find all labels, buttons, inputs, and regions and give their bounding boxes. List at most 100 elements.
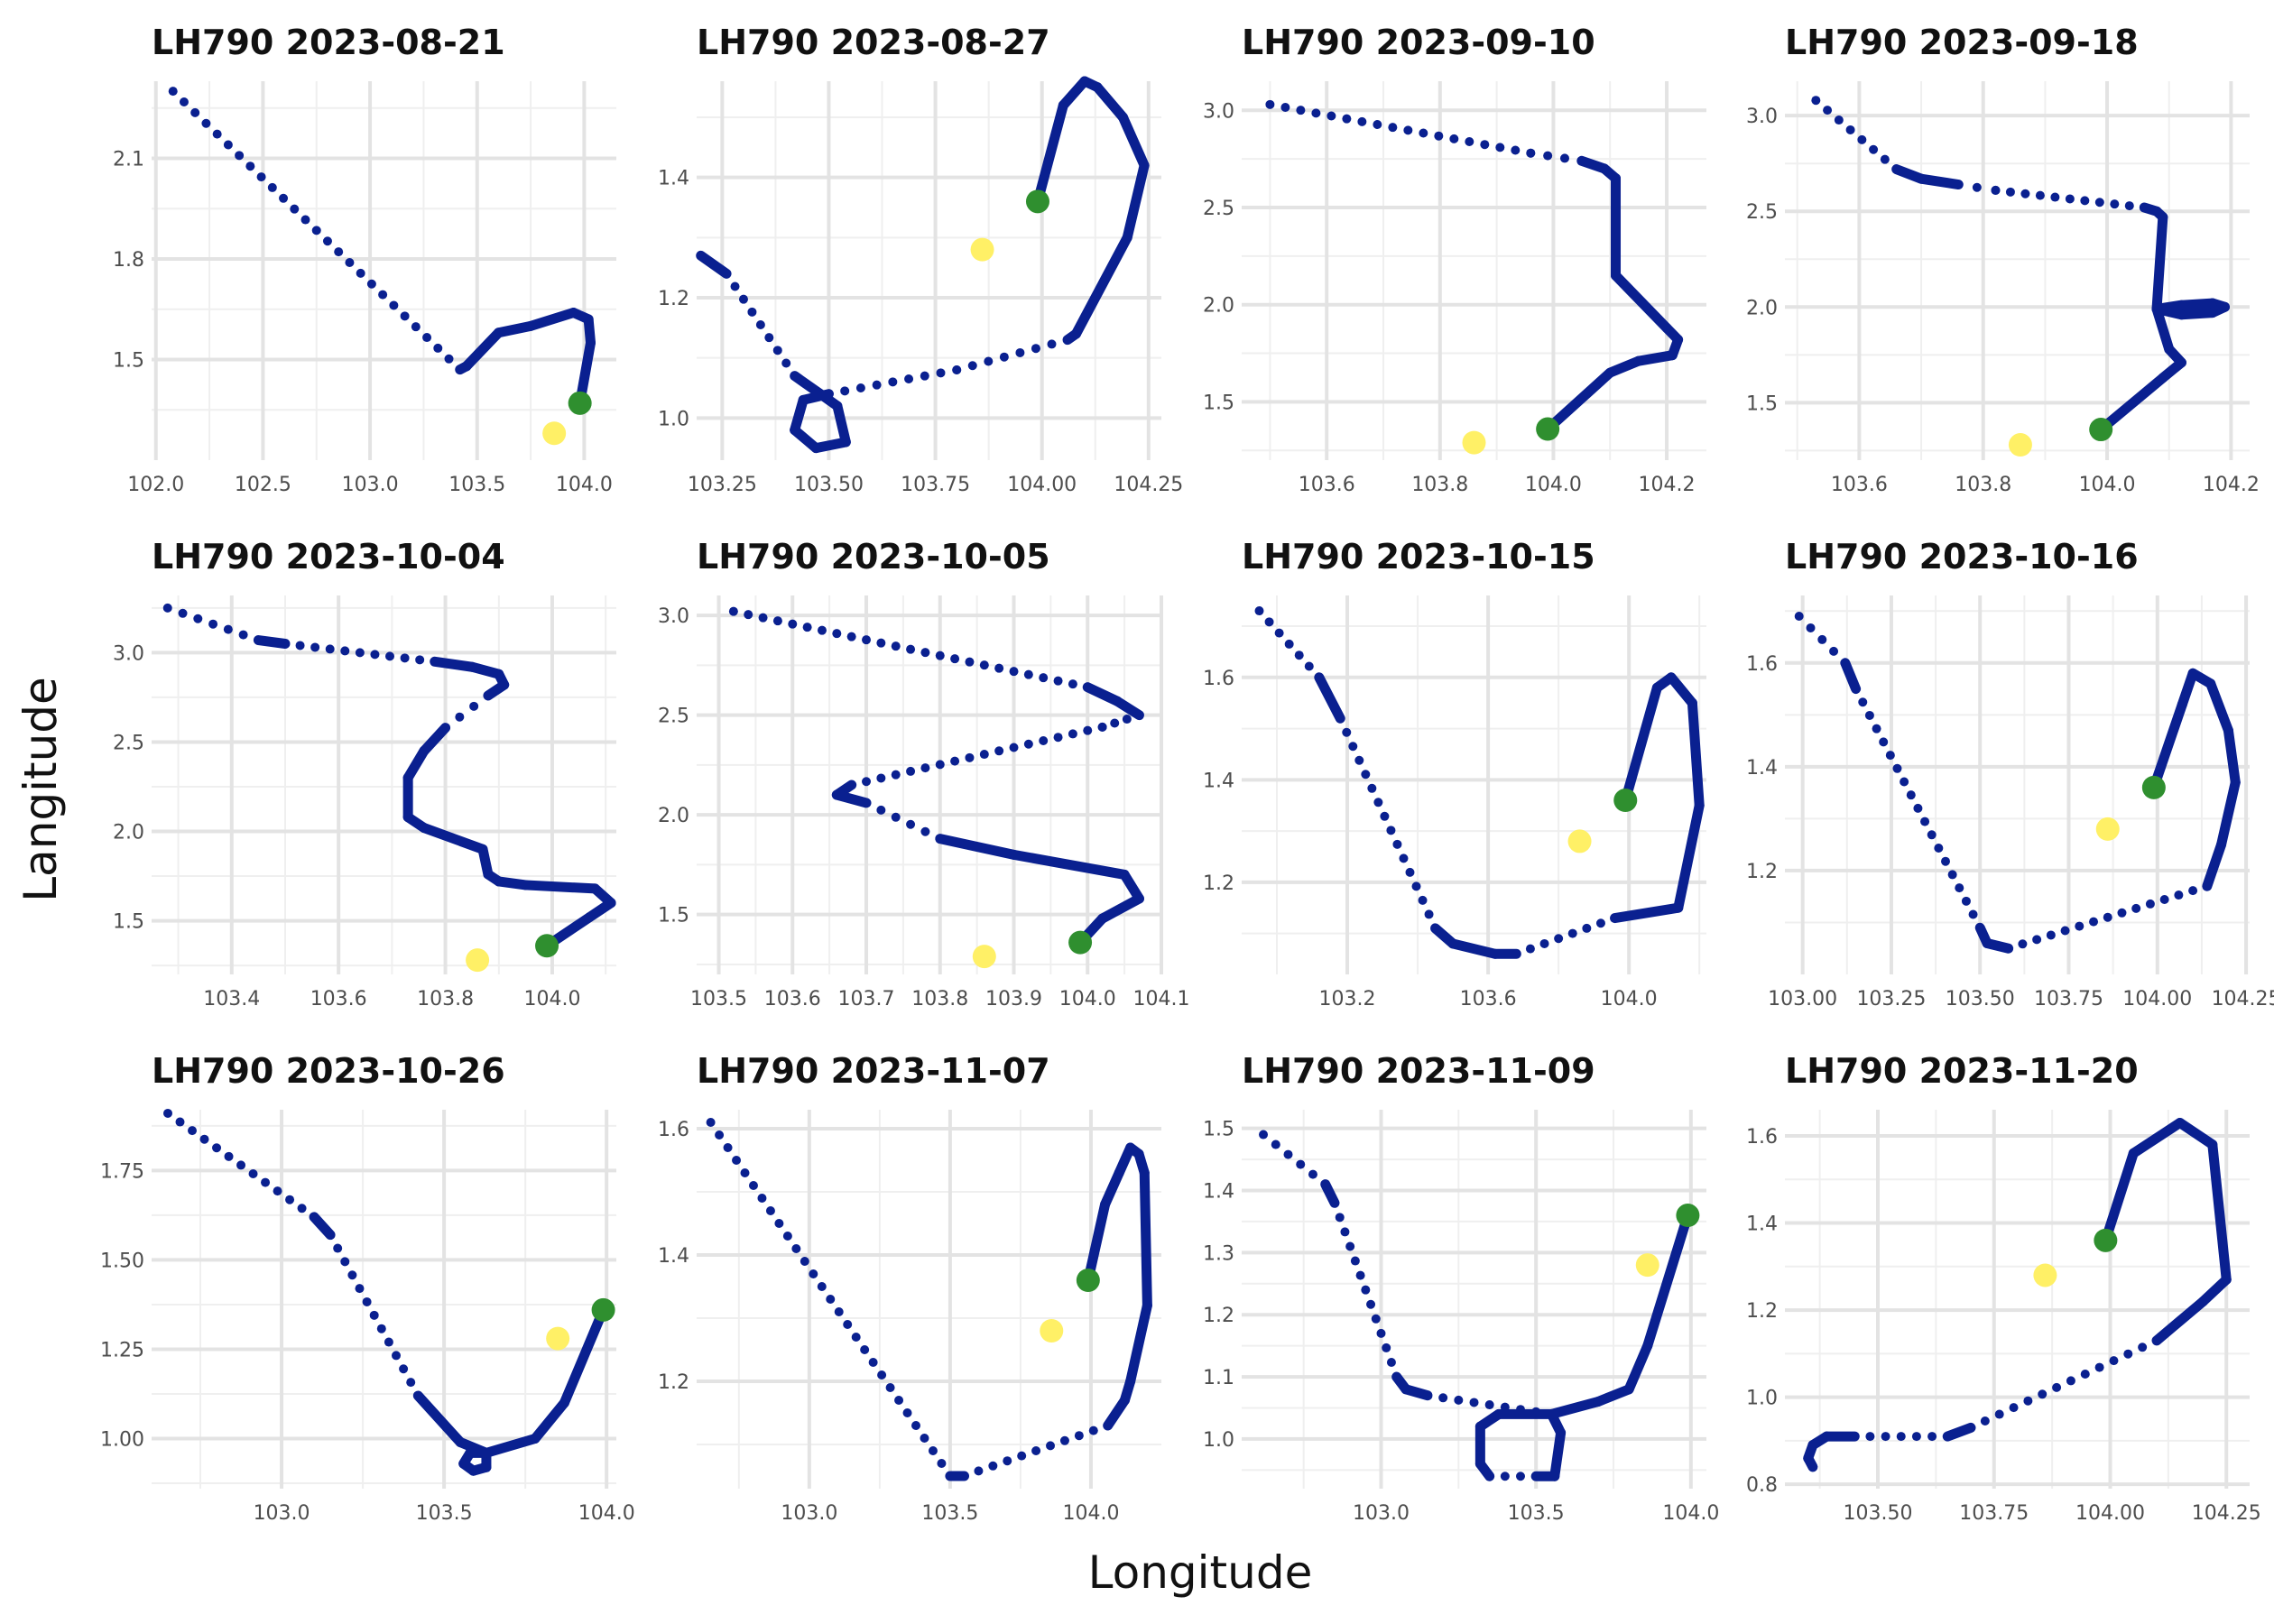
path-point xyxy=(1386,1358,1396,1367)
path-point xyxy=(1357,116,1367,126)
path-segment xyxy=(2198,1274,2232,1306)
path-segment xyxy=(1666,672,1697,708)
path-segment xyxy=(2207,1140,2232,1285)
path-point xyxy=(885,1383,895,1392)
path-segment xyxy=(2151,303,2175,355)
path-segment xyxy=(1097,893,1144,924)
path-point xyxy=(1500,1472,1510,1481)
path-point xyxy=(1885,751,1895,761)
path-point xyxy=(1134,710,1144,720)
path-segment xyxy=(1673,800,1705,913)
path-segment xyxy=(790,371,826,400)
path-point xyxy=(2065,194,2075,204)
start-point xyxy=(2089,418,2113,442)
path-point xyxy=(273,1186,282,1196)
path-point xyxy=(1582,923,1592,933)
path-point xyxy=(1031,1446,1041,1455)
path-point xyxy=(2075,921,2084,931)
path-point xyxy=(1811,96,1821,106)
path-point xyxy=(261,1177,271,1187)
path-point xyxy=(862,798,872,807)
path-segment xyxy=(2205,678,2233,736)
path-point xyxy=(1465,137,1474,147)
path-point xyxy=(199,1134,209,1144)
path-point xyxy=(300,215,310,225)
path-point xyxy=(399,1364,409,1374)
path-point xyxy=(1355,1270,1365,1280)
path-point xyxy=(483,690,493,700)
path-point xyxy=(345,257,355,267)
path-segment xyxy=(2151,1296,2208,1346)
path-point xyxy=(325,644,335,654)
y-tick-label: 1.25 xyxy=(100,1339,144,1361)
y-tick-label: 2.0 xyxy=(658,805,689,827)
path-point xyxy=(1031,344,1040,354)
path-point xyxy=(757,1194,767,1203)
path-point xyxy=(370,650,380,660)
x-tick-label: 103.8 xyxy=(911,988,968,1010)
path-point xyxy=(1980,1416,1990,1426)
path-segment xyxy=(1916,173,1964,190)
path-point xyxy=(2159,894,2169,904)
path-point xyxy=(755,320,765,329)
path-point xyxy=(366,279,376,289)
panel-title: LH790 2023-10-16 xyxy=(1785,537,2139,577)
path-point xyxy=(2080,1369,2090,1379)
path-point xyxy=(1361,770,1371,780)
x-tick-label: 104.00 xyxy=(2122,988,2192,1010)
reference-point xyxy=(1040,1319,1064,1343)
x-axis-label: Longitude xyxy=(1088,1546,1313,1599)
x-tick-label: 104.2 xyxy=(1639,474,1696,496)
path-point xyxy=(400,653,410,663)
path-point xyxy=(2174,890,2184,900)
x-tick-label: 104.25 xyxy=(2212,988,2274,1010)
path-point xyxy=(1265,99,1275,109)
path-point xyxy=(322,236,332,246)
trajectory-panel: 103.6 103.8 104.0 104.2 1.5 2.0 2.5 3.0 LH790 20… xyxy=(1746,23,2260,496)
path-segment xyxy=(1032,100,1068,207)
path-point xyxy=(1806,623,1816,632)
path-point xyxy=(1335,1213,1345,1223)
path-point xyxy=(860,1345,870,1354)
x-tick-label: 103.5 xyxy=(921,1502,978,1525)
path-point xyxy=(952,365,962,374)
y-tick-label: 2.5 xyxy=(1746,201,1778,224)
path-point xyxy=(178,608,188,618)
path-segment xyxy=(1100,1167,1124,1210)
reference-point xyxy=(970,237,994,262)
y-tick-label: 1.4 xyxy=(1746,757,1778,780)
trajectory-panel: 103.50 103.75 104.00 104.25 0.8 1.0 1.2 1.4 1.6 L… xyxy=(1746,1051,2261,1525)
path-point xyxy=(279,193,289,203)
path-point xyxy=(400,311,410,321)
path-point xyxy=(1367,783,1377,793)
path-point xyxy=(1386,826,1396,835)
y-tick-label: 2.5 xyxy=(658,706,689,728)
path-point xyxy=(937,1459,947,1468)
path-point xyxy=(1434,131,1444,141)
start-point xyxy=(1613,789,1638,813)
path-point xyxy=(1994,1409,2004,1419)
path-segment xyxy=(493,320,536,338)
path-segment xyxy=(419,823,488,854)
path-point xyxy=(1927,830,1937,840)
panel-title: LH790 2023-09-10 xyxy=(1242,23,1595,62)
y-tick-label: 1.50 xyxy=(100,1250,144,1272)
y-tick-label: 0.8 xyxy=(1746,1474,1778,1497)
path-point xyxy=(444,354,454,364)
path-point xyxy=(1972,182,1982,192)
path-point xyxy=(904,374,914,383)
path-point xyxy=(906,766,916,776)
path-point xyxy=(340,1257,350,1267)
path-point xyxy=(1009,743,1019,752)
path-point xyxy=(355,1284,365,1294)
path-segment xyxy=(2095,373,2168,435)
path-point xyxy=(1388,123,1398,133)
path-point xyxy=(175,1117,185,1127)
path-point xyxy=(772,616,782,626)
y-tick-label: 1.4 xyxy=(658,168,689,190)
x-tick-label: 103.9 xyxy=(985,988,1042,1010)
y-tick-label: 3.0 xyxy=(1203,100,1234,123)
path-point xyxy=(862,777,872,787)
y-tick-label: 1.2 xyxy=(658,1371,689,1394)
path-segment xyxy=(1139,1167,1152,1311)
